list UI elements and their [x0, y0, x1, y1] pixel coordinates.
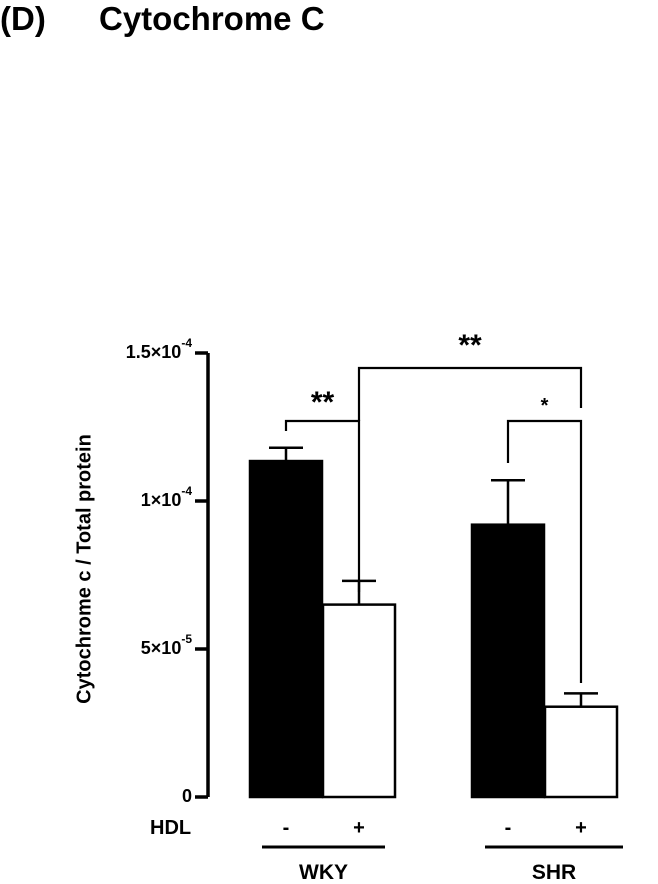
significance-bracket	[506, 419, 583, 683]
x-categories: - + - +WKY SHR	[262, 817, 623, 884]
panel-label: (D)	[0, 0, 46, 37]
hdl-sign-label: -	[505, 817, 512, 839]
hdl-sign-label: -	[283, 817, 290, 839]
y-tick-label: 1×10-4	[141, 484, 193, 510]
y-ticks: 0 5×10-5 1×10-4 1.5×10-4	[126, 336, 208, 806]
bar-wky-hdl-minus	[248, 459, 324, 799]
hdl-factor-label: HDL	[150, 817, 191, 839]
significance-label: **	[458, 329, 482, 362]
y-tick-label: 1.5×10-4	[126, 336, 193, 362]
group-label: SHR	[532, 861, 576, 884]
group-label: WKY	[299, 861, 348, 884]
bars	[248, 446, 619, 799]
bar-shr-hdl-minus	[470, 523, 546, 799]
hdl-sign-label: +	[575, 817, 587, 839]
bar-wky-hdl-plus	[321, 603, 397, 799]
significance-label: **	[311, 386, 335, 419]
bar-shr-hdl-plus	[543, 705, 619, 799]
significance-bracket	[284, 419, 361, 592]
chart-title: Cytochrome C	[99, 0, 325, 37]
y-tick-label: 5×10-5	[141, 632, 193, 658]
y-tick-label: 0	[182, 786, 192, 806]
hdl-sign-label: +	[353, 817, 365, 839]
y-axis-label: Cytochrome c / Total protein	[73, 434, 95, 704]
significance-brackets: ** ***	[284, 329, 583, 683]
significance-bracket	[357, 366, 583, 421]
significance-label: *	[541, 395, 549, 417]
